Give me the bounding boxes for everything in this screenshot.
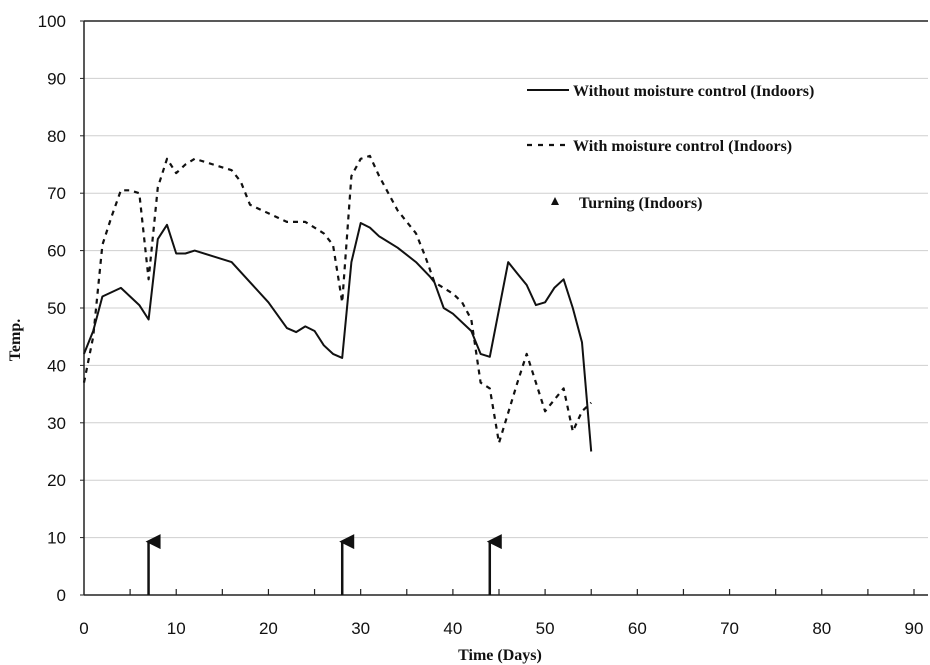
y-tick-label-90: 90 (47, 69, 66, 88)
turning-markers (145, 534, 502, 595)
x-axis-title: Time (Days) (458, 647, 542, 664)
legend: Without moisture control (Indoors) With m… (527, 83, 814, 212)
y-tick-label-10: 10 (47, 529, 66, 548)
series-line-with-moisture-control (82, 154, 592, 444)
y-tick-label-50: 50 (47, 299, 66, 318)
y-tick-label-0: 0 (57, 586, 66, 605)
tick-labels: 0 10 20 30 40 50 60 70 80 90 100 0 10 20 30 40 50 60 70 80 9… (38, 12, 924, 638)
y-tick-label-40: 40 (47, 356, 66, 375)
y-tick-label-100: 100 (38, 12, 66, 31)
x-tick-label-90: 90 (905, 619, 924, 638)
gridlines (84, 77, 928, 539)
y-axis-title: Temp. (7, 319, 24, 362)
legend-swatch-triangle (551, 197, 559, 205)
legend-label-1: With moisture control (Indoors) (573, 138, 792, 155)
axes (80, 20, 928, 596)
series-line-without-moisture-control (83, 222, 593, 452)
y-tick-label-80: 80 (47, 127, 66, 146)
y-tick-label-70: 70 (47, 184, 66, 203)
x-tick-label-50: 50 (536, 619, 555, 638)
y-tick-label-20: 20 (47, 471, 66, 490)
x-tick-label-40: 40 (443, 619, 462, 638)
x-tick-label-70: 70 (720, 619, 739, 638)
x-tick-label-0: 0 (79, 619, 88, 638)
y-tick-label-60: 60 (47, 242, 66, 261)
x-tick-label-10: 10 (167, 619, 186, 638)
y-tick-label-30: 30 (47, 414, 66, 433)
series (82, 154, 593, 452)
x-tick-label-60: 60 (628, 619, 647, 638)
x-tick-label-30: 30 (351, 619, 370, 638)
x-tick-label-20: 20 (259, 619, 278, 638)
x-tick-label-80: 80 (812, 619, 831, 638)
legend-label-2: Turning (Indoors) (579, 195, 702, 212)
legend-label-0: Without moisture control (Indoors) (573, 83, 814, 100)
